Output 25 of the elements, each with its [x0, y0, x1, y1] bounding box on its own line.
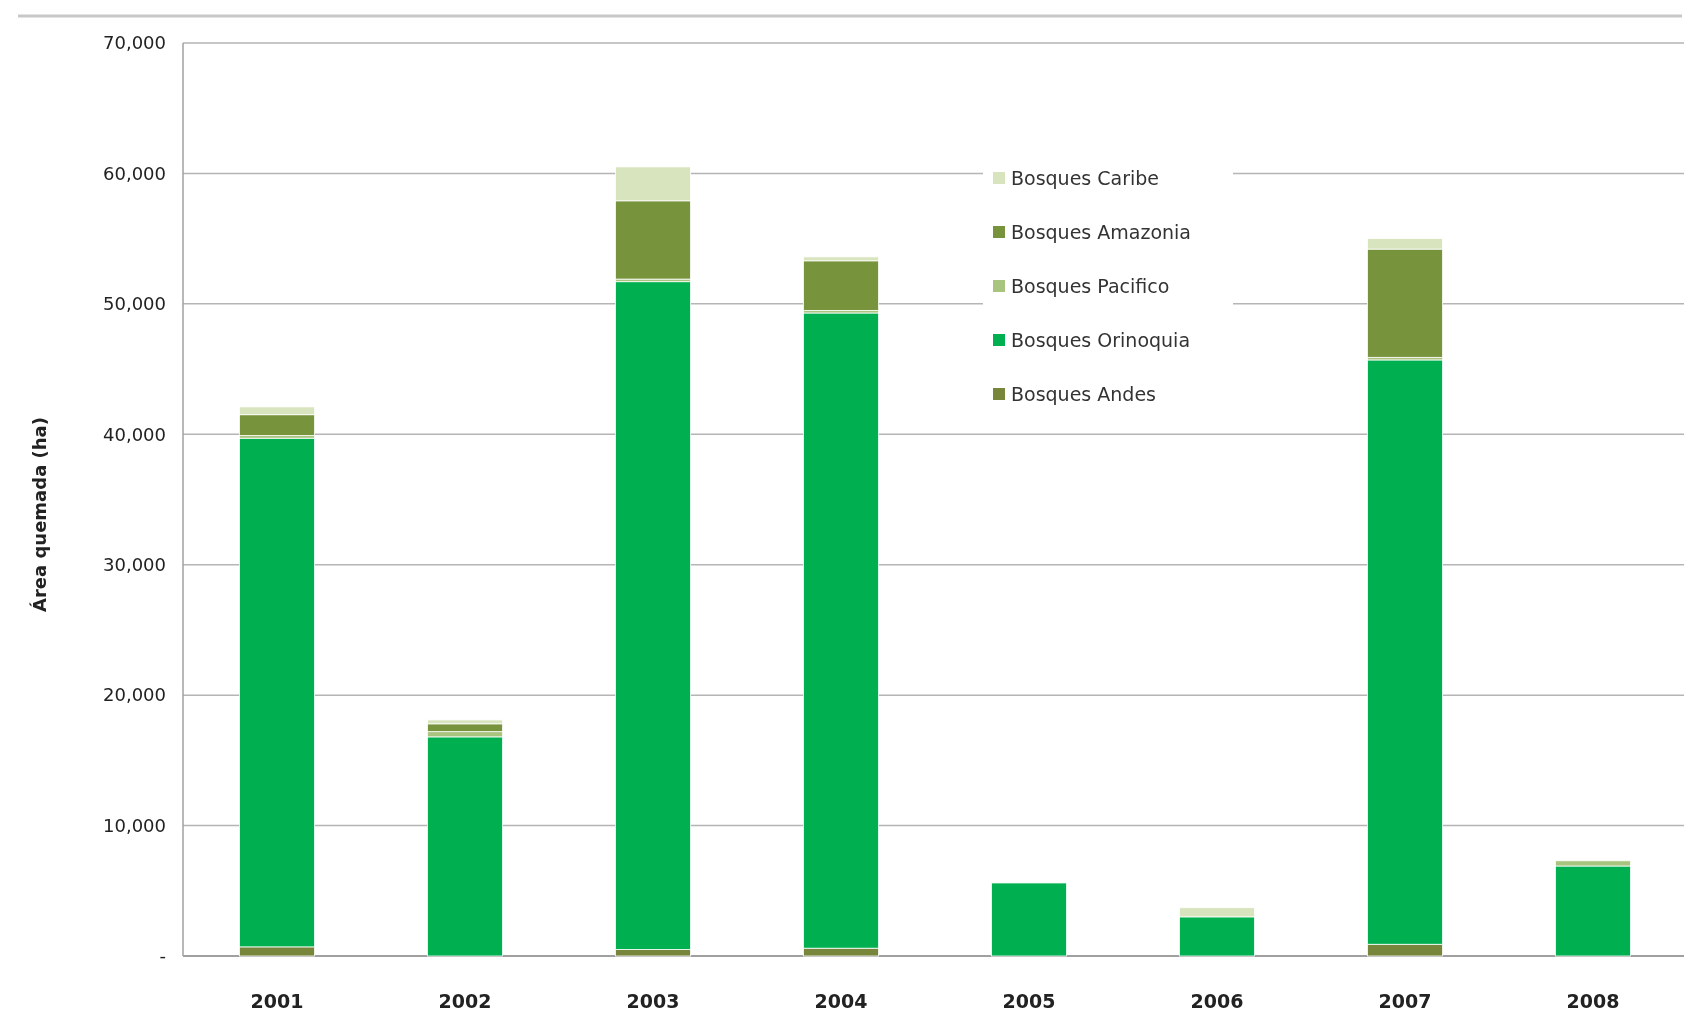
legend-label: Bosques Andes — [1011, 382, 1156, 405]
y-tick-label: 70,000 — [103, 32, 166, 54]
x-tick-label: 2003 — [626, 990, 680, 1012]
y-tick-label: 60,000 — [103, 162, 166, 184]
x-tick-label: 2008 — [1566, 990, 1620, 1012]
bar — [427, 736, 503, 957]
bar — [803, 260, 879, 311]
x-tick-label: 2006 — [1190, 990, 1244, 1012]
y-tick-label: 50,000 — [103, 293, 166, 315]
x-tick-label: 2001 — [250, 990, 304, 1012]
y-tick-label: 30,000 — [103, 554, 166, 576]
legend-label: Bosques Pacifico — [1011, 274, 1170, 297]
x-tick-label: 2007 — [1378, 990, 1432, 1012]
legend-label: Bosques Amazonia — [1011, 220, 1191, 243]
bar — [991, 882, 1067, 957]
x-tick-label: 2002 — [438, 990, 492, 1012]
x-tick-label: 2005 — [1002, 990, 1056, 1012]
legend-label: Bosques Orinoquia — [1011, 328, 1191, 351]
y-tick-label: - — [159, 945, 166, 967]
y-axis-title: Área quemada (ha) — [29, 417, 50, 612]
y-tick-label: 10,000 — [103, 814, 166, 836]
y-tick-label: 20,000 — [103, 684, 166, 706]
x-tick-label: 2004 — [814, 990, 868, 1012]
legend-label: Bosques Caribe — [1011, 166, 1160, 189]
y-tick-label: 40,000 — [103, 423, 166, 445]
